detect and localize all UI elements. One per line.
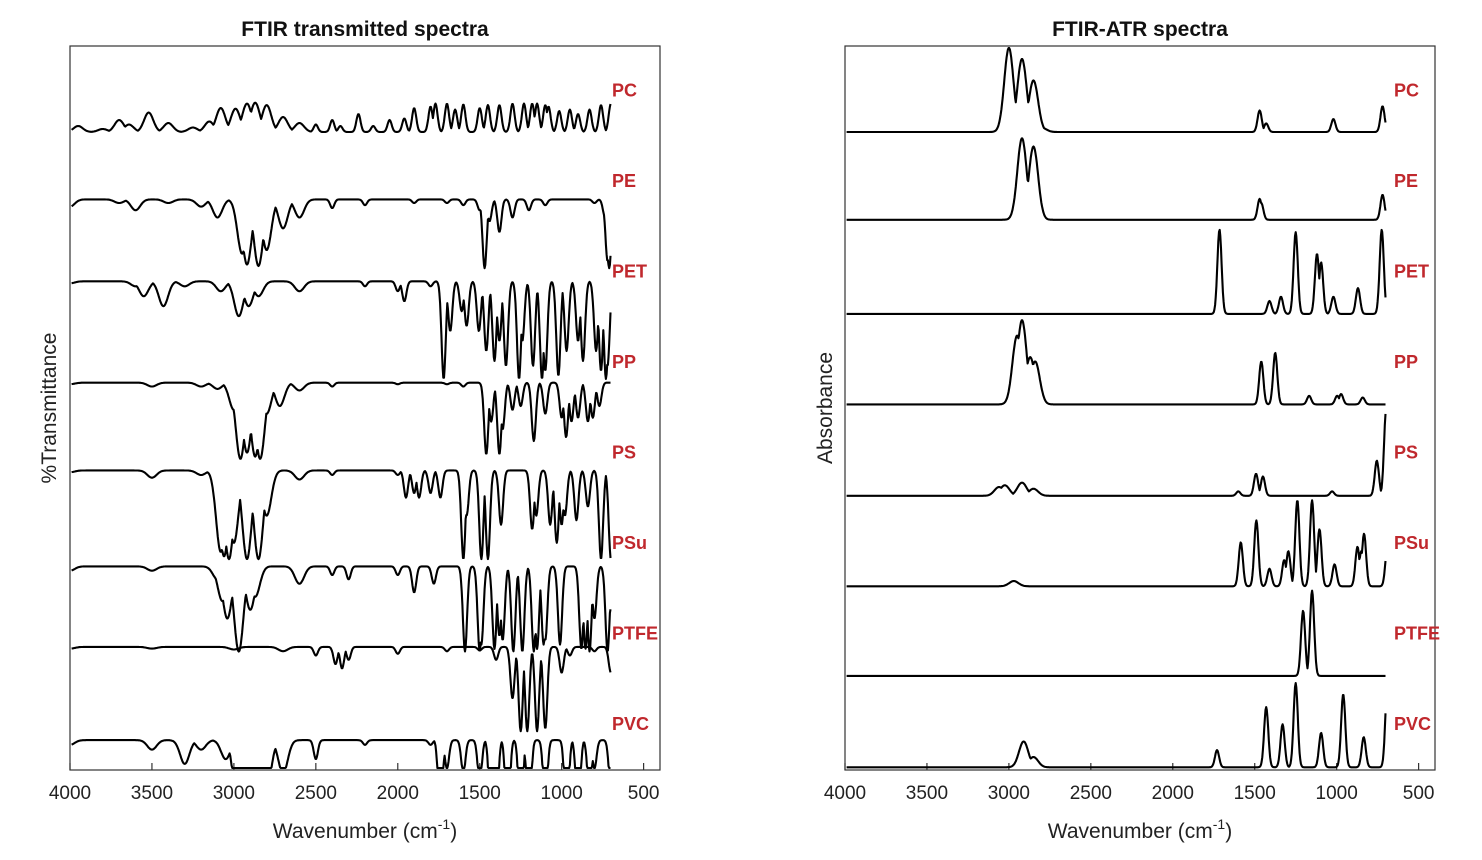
series-label-pc: PC xyxy=(612,81,637,101)
x-axis-label-text: Wavenumber (cm xyxy=(273,820,438,843)
series-label-pc: PC xyxy=(1394,81,1419,101)
x-tick-label: 3000 xyxy=(213,783,255,804)
series-line-pet xyxy=(71,280,612,380)
series-line-pvc xyxy=(71,739,611,770)
series-line-ps xyxy=(846,413,1387,497)
x-tick-label: 2500 xyxy=(295,783,337,804)
x-tick-label: 2000 xyxy=(1152,783,1194,804)
series-line-ptfe xyxy=(846,589,1386,677)
x-tick-label: 1000 xyxy=(1316,783,1358,804)
series-label-pet: PET xyxy=(1394,262,1429,282)
series-label-ps: PS xyxy=(1394,443,1418,463)
series-line-pe xyxy=(71,198,612,270)
x-tick-label: 3500 xyxy=(906,783,948,804)
chart-title: FTIR-ATR spectra xyxy=(1052,18,1228,41)
series-group xyxy=(70,101,612,770)
x-axis-label: Wavenumber (cm-1) xyxy=(273,816,457,843)
x-tick-label: 4000 xyxy=(49,783,91,804)
series-label-pp: PP xyxy=(1394,352,1418,372)
y-axis-label: %Transmittance xyxy=(38,333,61,484)
x-axis-label-superscript: -1 xyxy=(1213,816,1226,832)
series-line-pc xyxy=(70,101,612,134)
series-labels: PC PE PET PP PS PSu PTFE PVC xyxy=(612,81,658,734)
x-tick-label: 1500 xyxy=(459,783,501,804)
plot-frame xyxy=(844,45,1436,771)
x-axis-label-close: ) xyxy=(1225,820,1232,843)
x-axis-label-text: Wavenumber (cm xyxy=(1048,820,1213,843)
y-axis-label: Absorbance xyxy=(814,352,837,464)
series-labels: PC PE PET PP PS PSu PTFE PVC xyxy=(1394,81,1440,734)
x-tick-label: 3500 xyxy=(131,783,173,804)
plot-frame xyxy=(69,45,661,771)
series-label-ps: PS xyxy=(612,443,636,463)
series-label-pvc: PVC xyxy=(612,714,649,734)
series-line-pc xyxy=(846,46,1387,134)
series-line-pvc xyxy=(846,681,1387,769)
chart-title: FTIR transmitted spectra xyxy=(241,18,489,41)
series-label-pp: PP xyxy=(612,352,636,372)
panel-ftir-atr: FTIR-ATR spectra 4000 3500 3000 2500 2000 150… xyxy=(814,18,1440,843)
x-tick-label: 3000 xyxy=(988,783,1030,804)
x-tick-label: 500 xyxy=(1403,783,1435,804)
x-axis-label-close: ) xyxy=(450,820,457,843)
x-tick-label: 1000 xyxy=(541,783,583,804)
x-tick-label: 500 xyxy=(628,783,660,804)
panel-ftir-transmitted: FTIR transmitted spectra 4000 3500 3000 250… xyxy=(38,18,661,843)
series-line-pp xyxy=(71,381,611,460)
series-label-pe: PE xyxy=(612,171,636,191)
x-tick-label: 1500 xyxy=(1234,783,1276,804)
series-label-pet: PET xyxy=(612,262,647,282)
series-label-pvc: PVC xyxy=(1394,714,1431,734)
series-line-psu xyxy=(846,499,1387,588)
x-tick-label: 2500 xyxy=(1070,783,1112,804)
series-line-ptfe xyxy=(71,645,612,733)
series-label-psu: PSu xyxy=(612,533,647,553)
x-axis-label: Wavenumber (cm-1) xyxy=(1048,816,1232,843)
series-label-ptfe: PTFE xyxy=(612,624,658,644)
x-axis: 4000 3500 3000 2500 2000 1500 1000 500 xyxy=(49,763,660,804)
series-line-ps xyxy=(71,469,612,561)
x-tick-label: 4000 xyxy=(824,783,866,804)
series-label-ptfe: PTFE xyxy=(1394,624,1440,644)
series-label-psu: PSu xyxy=(1394,533,1429,553)
series-line-pe xyxy=(846,137,1387,221)
series-line-pet xyxy=(846,228,1387,315)
series-group xyxy=(846,46,1387,769)
series-line-psu xyxy=(71,565,612,653)
x-tick-label: 2000 xyxy=(377,783,419,804)
x-axis: 4000 3500 3000 2500 2000 1500 1000 500 xyxy=(824,763,1435,804)
series-label-pe: PE xyxy=(1394,171,1418,191)
x-axis-label-superscript: -1 xyxy=(438,816,451,832)
series-line-pp xyxy=(846,319,1386,406)
